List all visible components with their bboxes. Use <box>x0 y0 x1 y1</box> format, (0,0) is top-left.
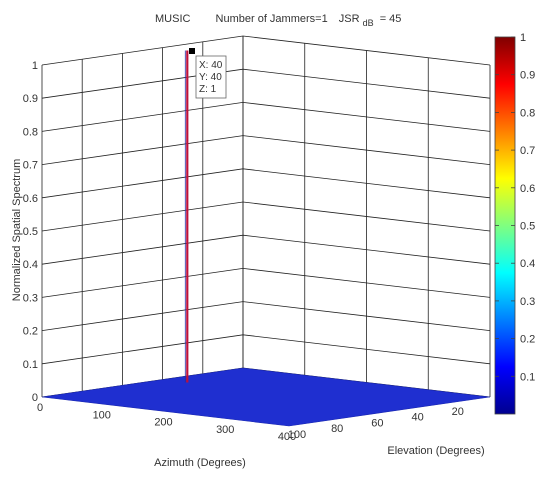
colorbar-tick-label: 1 <box>520 32 526 44</box>
z-tick-label: 0.4 <box>23 259 38 271</box>
datatip[interactable]: X: 40 Y: 40 Z: 1 <box>189 48 227 99</box>
title-jsr-value: = 45 <box>380 13 402 25</box>
z-gridline <box>41 68 491 99</box>
surface-floor <box>41 367 491 427</box>
z-gridline <box>41 168 491 199</box>
datatip-y: Y: 40 <box>199 72 222 83</box>
y-tick-label: 80 <box>331 423 343 435</box>
spectrum-surface-floor <box>41 367 491 427</box>
z-gridline <box>41 35 491 66</box>
colorbar-tick-label: 0.4 <box>520 258 535 270</box>
y-axis-label: Elevation (Degrees) <box>387 445 484 457</box>
y-tick-label: 20 <box>452 406 464 418</box>
z-gridline <box>41 101 491 132</box>
title-jsr: JSR <box>339 13 360 25</box>
z-gridline <box>41 267 491 298</box>
colorbar-tick-label: 0.1 <box>520 371 535 383</box>
z-tick-label: 0.2 <box>23 326 38 338</box>
colorbar-tick-label: 0.9 <box>520 70 535 82</box>
colorbar-tick-label: 0.2 <box>520 334 535 346</box>
z-tick-label: 0.1 <box>23 359 38 371</box>
x-tick-label: 300 <box>216 424 234 436</box>
colorbar-tick-label: 0.5 <box>520 221 535 233</box>
y-tick-label: 60 <box>371 417 383 429</box>
z-tick-label: 0 <box>32 392 38 404</box>
z-tick-label: 0.3 <box>23 292 38 304</box>
x-tick-label: 100 <box>93 409 111 421</box>
x-tick-label: 400 <box>278 431 296 443</box>
datatip-z: Z: 1 <box>199 84 217 95</box>
chart-title: MUSIC Number of Jammers=1 JSR dB = 45 <box>155 13 401 29</box>
z-tick-label: 0.7 <box>23 160 38 172</box>
title-method: MUSIC <box>155 13 191 25</box>
axes-walls <box>41 35 491 398</box>
z-gridline <box>41 301 491 331</box>
z-tick-label: 0.5 <box>23 226 38 238</box>
colorbar-tick-label: 0.8 <box>520 107 535 119</box>
datatip-x: X: 40 <box>199 60 223 71</box>
x-axis-label: Azimuth (Degrees) <box>154 457 246 469</box>
datatip-box <box>195 55 227 99</box>
x-tick-label: 0 <box>37 402 43 414</box>
y-tick-label: 40 <box>411 412 423 424</box>
z-gridline <box>41 334 491 365</box>
datatip-marker[interactable] <box>189 48 195 54</box>
z-gridline <box>41 135 491 165</box>
z-gridline <box>41 201 491 232</box>
z-tick-label: 0.8 <box>23 126 38 138</box>
z-gridline <box>41 234 491 265</box>
title-jsr-subscript: dB <box>363 18 374 28</box>
z-tick-label: 1 <box>32 60 38 72</box>
z-tick-label: 0.9 <box>23 93 38 105</box>
x-tick-label: 200 <box>154 417 172 429</box>
y-tick-label: 100 <box>288 429 306 441</box>
colorbar-ticks: 0.1 0.2 0.3 0.4 0.5 0.6 0.7 0.8 0.9 1 <box>495 32 535 383</box>
z-axis-label: Normalized Spatial Spectrum <box>11 159 23 301</box>
z-tick-label: 0.6 <box>23 193 38 205</box>
colorbar-tick-label: 0.6 <box>520 183 535 195</box>
colorbar-tick-label: 0.3 <box>520 296 535 308</box>
spectrum-peak <box>184 50 189 383</box>
colorbar-tick-label: 0.7 <box>520 145 535 157</box>
title-jammers: Number of Jammers=1 <box>216 13 328 25</box>
